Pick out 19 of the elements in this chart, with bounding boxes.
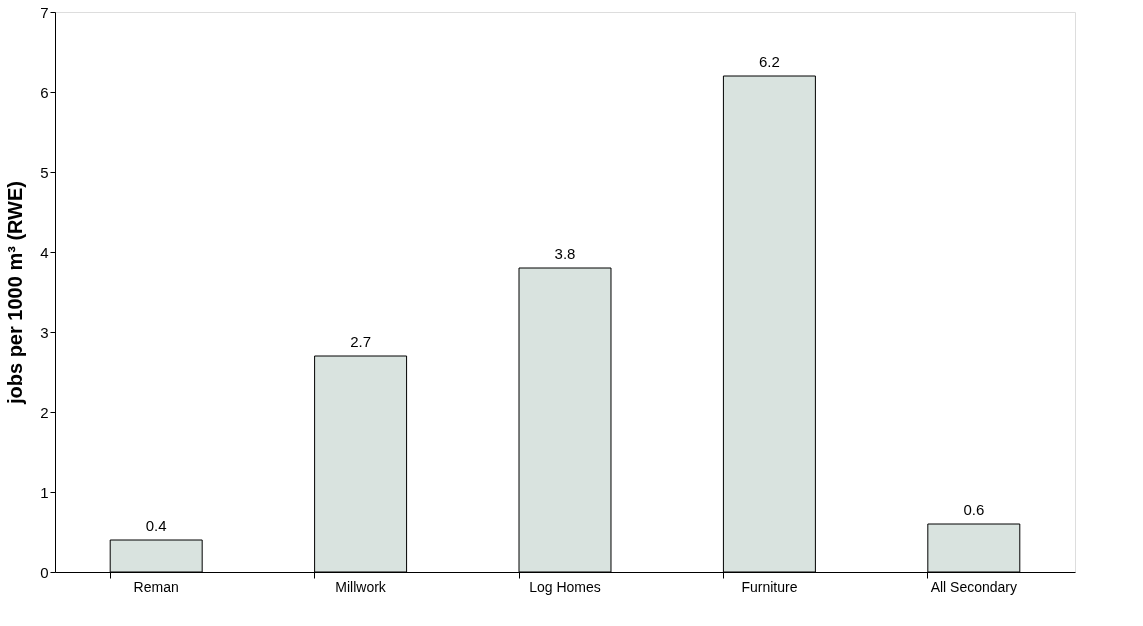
y-tick-label: 7: [40, 3, 49, 21]
x-tick-label: Millwork: [335, 578, 387, 595]
x-tick-label: Log Homes: [529, 578, 601, 595]
y-tick-label: 0: [40, 563, 49, 581]
x-tick-label: Furniture: [741, 578, 798, 595]
x-tick-label: Reman: [133, 578, 179, 595]
x-tick-label: All Secondary: [930, 578, 1018, 595]
y-tick-label: 5: [40, 163, 49, 181]
y-axis-title: jobs per 1000 m³ (RWE): [4, 180, 27, 406]
data-label: 2.7: [350, 333, 372, 350]
y-tick-label: 2: [40, 403, 49, 421]
data-label: 3.8: [554, 245, 576, 262]
y-tick-label: 1: [40, 483, 49, 501]
data-label: 0.4: [145, 517, 167, 534]
data-label: 6.2: [758, 53, 780, 70]
y-tick-label: 4: [40, 243, 49, 261]
y-tick-label: 3: [40, 323, 49, 341]
y-tick-label: 6: [40, 83, 49, 101]
data-label: 0.6: [963, 501, 985, 518]
